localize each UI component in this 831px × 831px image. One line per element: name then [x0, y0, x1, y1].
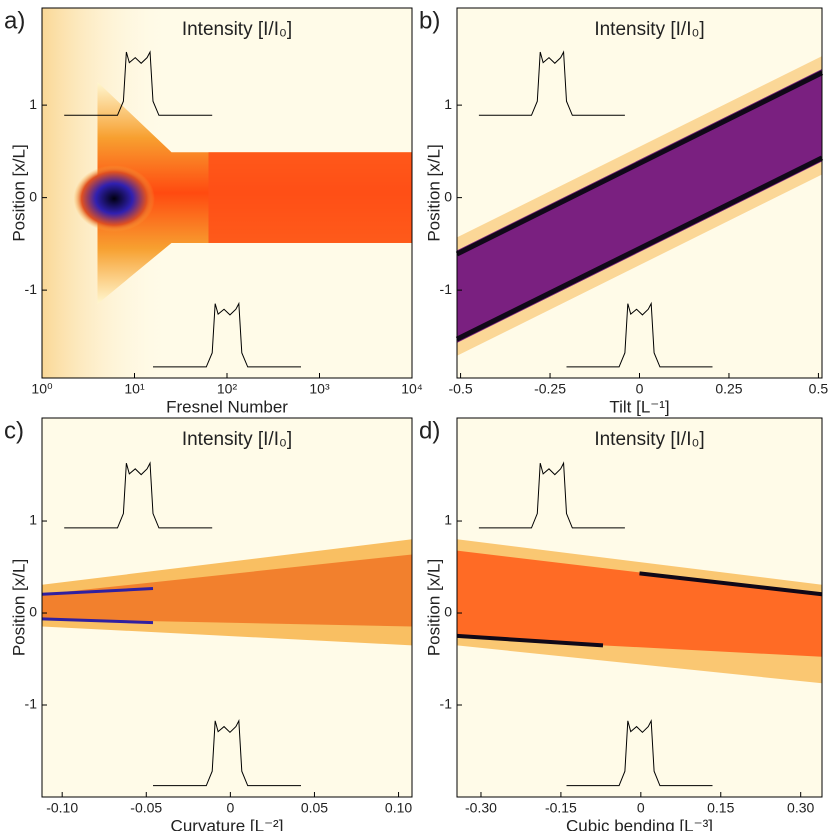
- x-tick-label: -0.30: [465, 800, 497, 816]
- heatmap-core: [208, 152, 412, 243]
- x-tick-label: 0.30: [787, 800, 814, 816]
- panel: -0.10 -0.05 0 0.05 0.10 -1 0 1 Curvature [L⁻²] Po…: [4, 417, 413, 831]
- inset-profile: [64, 461, 213, 529]
- y-tick-label: 0: [444, 604, 452, 620]
- heatmap-edge: [455, 155, 824, 342]
- heatmap-edge: [639, 571, 823, 597]
- y-axis-label: Position [x/L]: [424, 144, 443, 241]
- panel-title: Intensity [I/I₀]: [182, 19, 292, 40]
- heatmap-band: [457, 69, 822, 343]
- panel: -0.30 -0.15 0 0.15 0.30 -1 0 1 Cubic bending [L⁻…: [419, 417, 823, 831]
- y-tick-label: 0: [29, 604, 37, 620]
- heatmap-band: [42, 554, 412, 627]
- x-axis-label: Curvature [L⁻²]: [171, 816, 284, 831]
- inset-profile: [566, 718, 713, 787]
- y-tick-label: 1: [444, 96, 452, 112]
- panel-label: a): [4, 7, 25, 34]
- heatmap-blob: [73, 165, 155, 232]
- y-tick-label: -1: [25, 696, 38, 712]
- x-tick-label: 10¹: [124, 381, 145, 397]
- x-axis-label: Fresnel Number: [166, 397, 288, 416]
- x-tick-label: -0.25: [534, 381, 566, 397]
- x-tick-label: 10⁴: [401, 381, 423, 397]
- y-tick-label: 0: [444, 188, 452, 204]
- x-tick-label: 0: [636, 381, 644, 397]
- panel-title: Intensity [I/I₀]: [594, 429, 704, 450]
- y-tick-label: 1: [444, 512, 452, 528]
- x-tick-label: 0: [637, 800, 645, 816]
- panel-title: Intensity [I/I₀]: [594, 19, 704, 40]
- y-axis-label: Position [x/L]: [9, 559, 28, 656]
- x-tick-label: 0.25: [715, 381, 742, 397]
- y-tick-label: -1: [440, 696, 453, 712]
- x-tick-label: 0.15: [707, 800, 734, 816]
- plot-frame: [41, 417, 413, 798]
- x-tick-label: -0.05: [130, 800, 162, 816]
- inset-profile: [478, 50, 625, 116]
- panel-label: d): [419, 417, 440, 444]
- heatmap-edge: [455, 70, 824, 257]
- panel-label: c): [4, 417, 24, 444]
- heatmap-band: [457, 550, 822, 657]
- panel-label: b): [419, 7, 440, 34]
- heatmap-edge: [41, 617, 154, 625]
- x-tick-label: 0.5: [809, 381, 829, 397]
- y-axis-label: Position [x/L]: [9, 144, 28, 241]
- x-axis-label: Cubic bending [L⁻³]: [566, 816, 713, 831]
- inset-profile: [153, 301, 301, 368]
- plot-frame: [456, 417, 823, 798]
- y-tick-label: 1: [29, 96, 37, 112]
- heatmap-edge: [41, 587, 154, 596]
- y-tick-label: -1: [25, 281, 38, 297]
- x-tick-label: -0.10: [46, 800, 78, 816]
- y-tick-label: 1: [29, 512, 37, 528]
- x-tick-label: 0.10: [385, 800, 412, 816]
- x-axis-label: Tilt [L⁻¹]: [609, 397, 669, 416]
- panel: 10⁰ 10¹ 10² 10³ 10⁴ -1 0 1 Fresnel Number Positio…: [4, 7, 423, 416]
- x-tick-label: 10²: [217, 381, 238, 397]
- inset-profile: [566, 301, 713, 368]
- inset-profile: [64, 50, 213, 116]
- y-tick-label: -1: [440, 281, 453, 297]
- x-tick-label: -0.5: [449, 381, 473, 397]
- panel-title: Intensity [I/I₀]: [182, 429, 292, 450]
- y-axis-label: Position [x/L]: [424, 559, 443, 656]
- inset-profile: [478, 461, 625, 529]
- heatmap-edge: [456, 633, 604, 648]
- x-tick-label: 0.05: [301, 800, 328, 816]
- x-tick-label: -0.15: [545, 800, 577, 816]
- x-tick-label: 10³: [309, 381, 330, 397]
- y-tick-label: 0: [29, 188, 37, 204]
- inset-profile: [153, 718, 301, 787]
- panel: -0.5 -0.25 0 0.25 0.5 -1 0 1 Tilt [L⁻¹] Position …: [419, 7, 828, 416]
- x-tick-label: 10⁰: [31, 381, 53, 397]
- x-tick-label: 0: [226, 800, 234, 816]
